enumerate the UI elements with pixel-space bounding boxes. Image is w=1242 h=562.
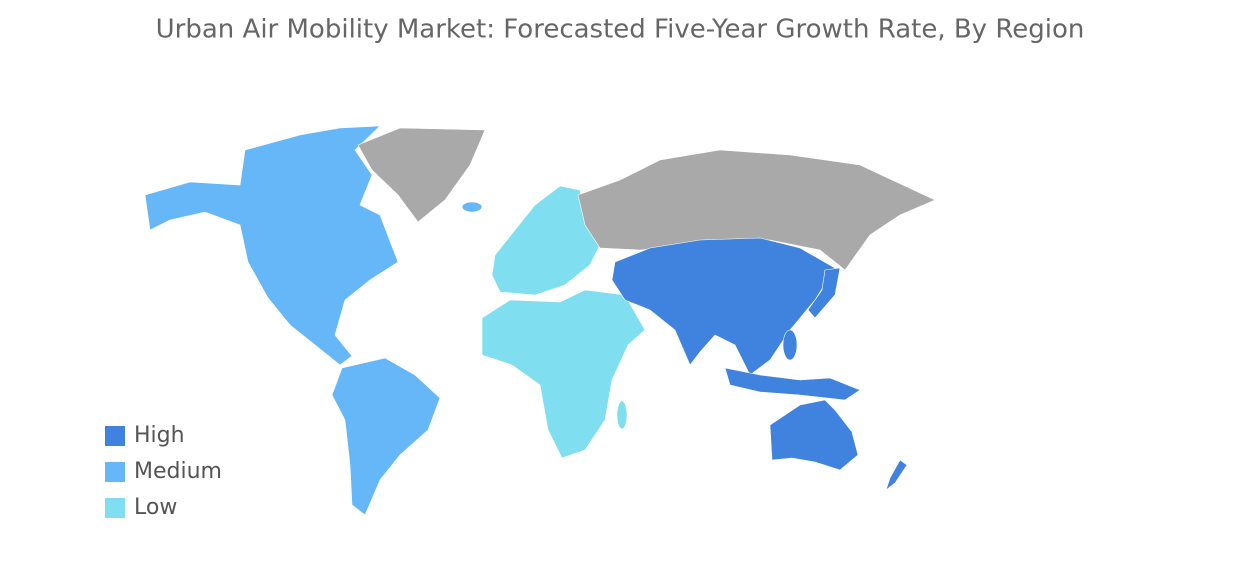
- africa: [481, 289, 646, 459]
- world-map: [144, 125, 936, 516]
- legend-label: High: [134, 423, 185, 448]
- australia: [769, 399, 859, 471]
- south-america: [331, 357, 441, 516]
- madagascar: [616, 400, 628, 430]
- legend-label: Low: [134, 495, 177, 520]
- legend-swatch: [105, 462, 125, 482]
- legend-swatch: [105, 426, 125, 446]
- japan: [807, 267, 841, 319]
- southeast-asia: [724, 367, 861, 401]
- legend: High Medium Low: [105, 423, 222, 520]
- russia: [577, 149, 936, 271]
- legend-swatch: [105, 498, 125, 518]
- asia: [611, 237, 836, 376]
- new-zealand: [885, 459, 908, 491]
- legend-label: Medium: [134, 459, 222, 484]
- greenland: [357, 127, 486, 223]
- philippines: [782, 329, 798, 361]
- north-america: [144, 125, 399, 366]
- iceland: [461, 201, 483, 213]
- title: Urban Air Mobility Market: Forecasted Fi…: [156, 15, 1085, 45]
